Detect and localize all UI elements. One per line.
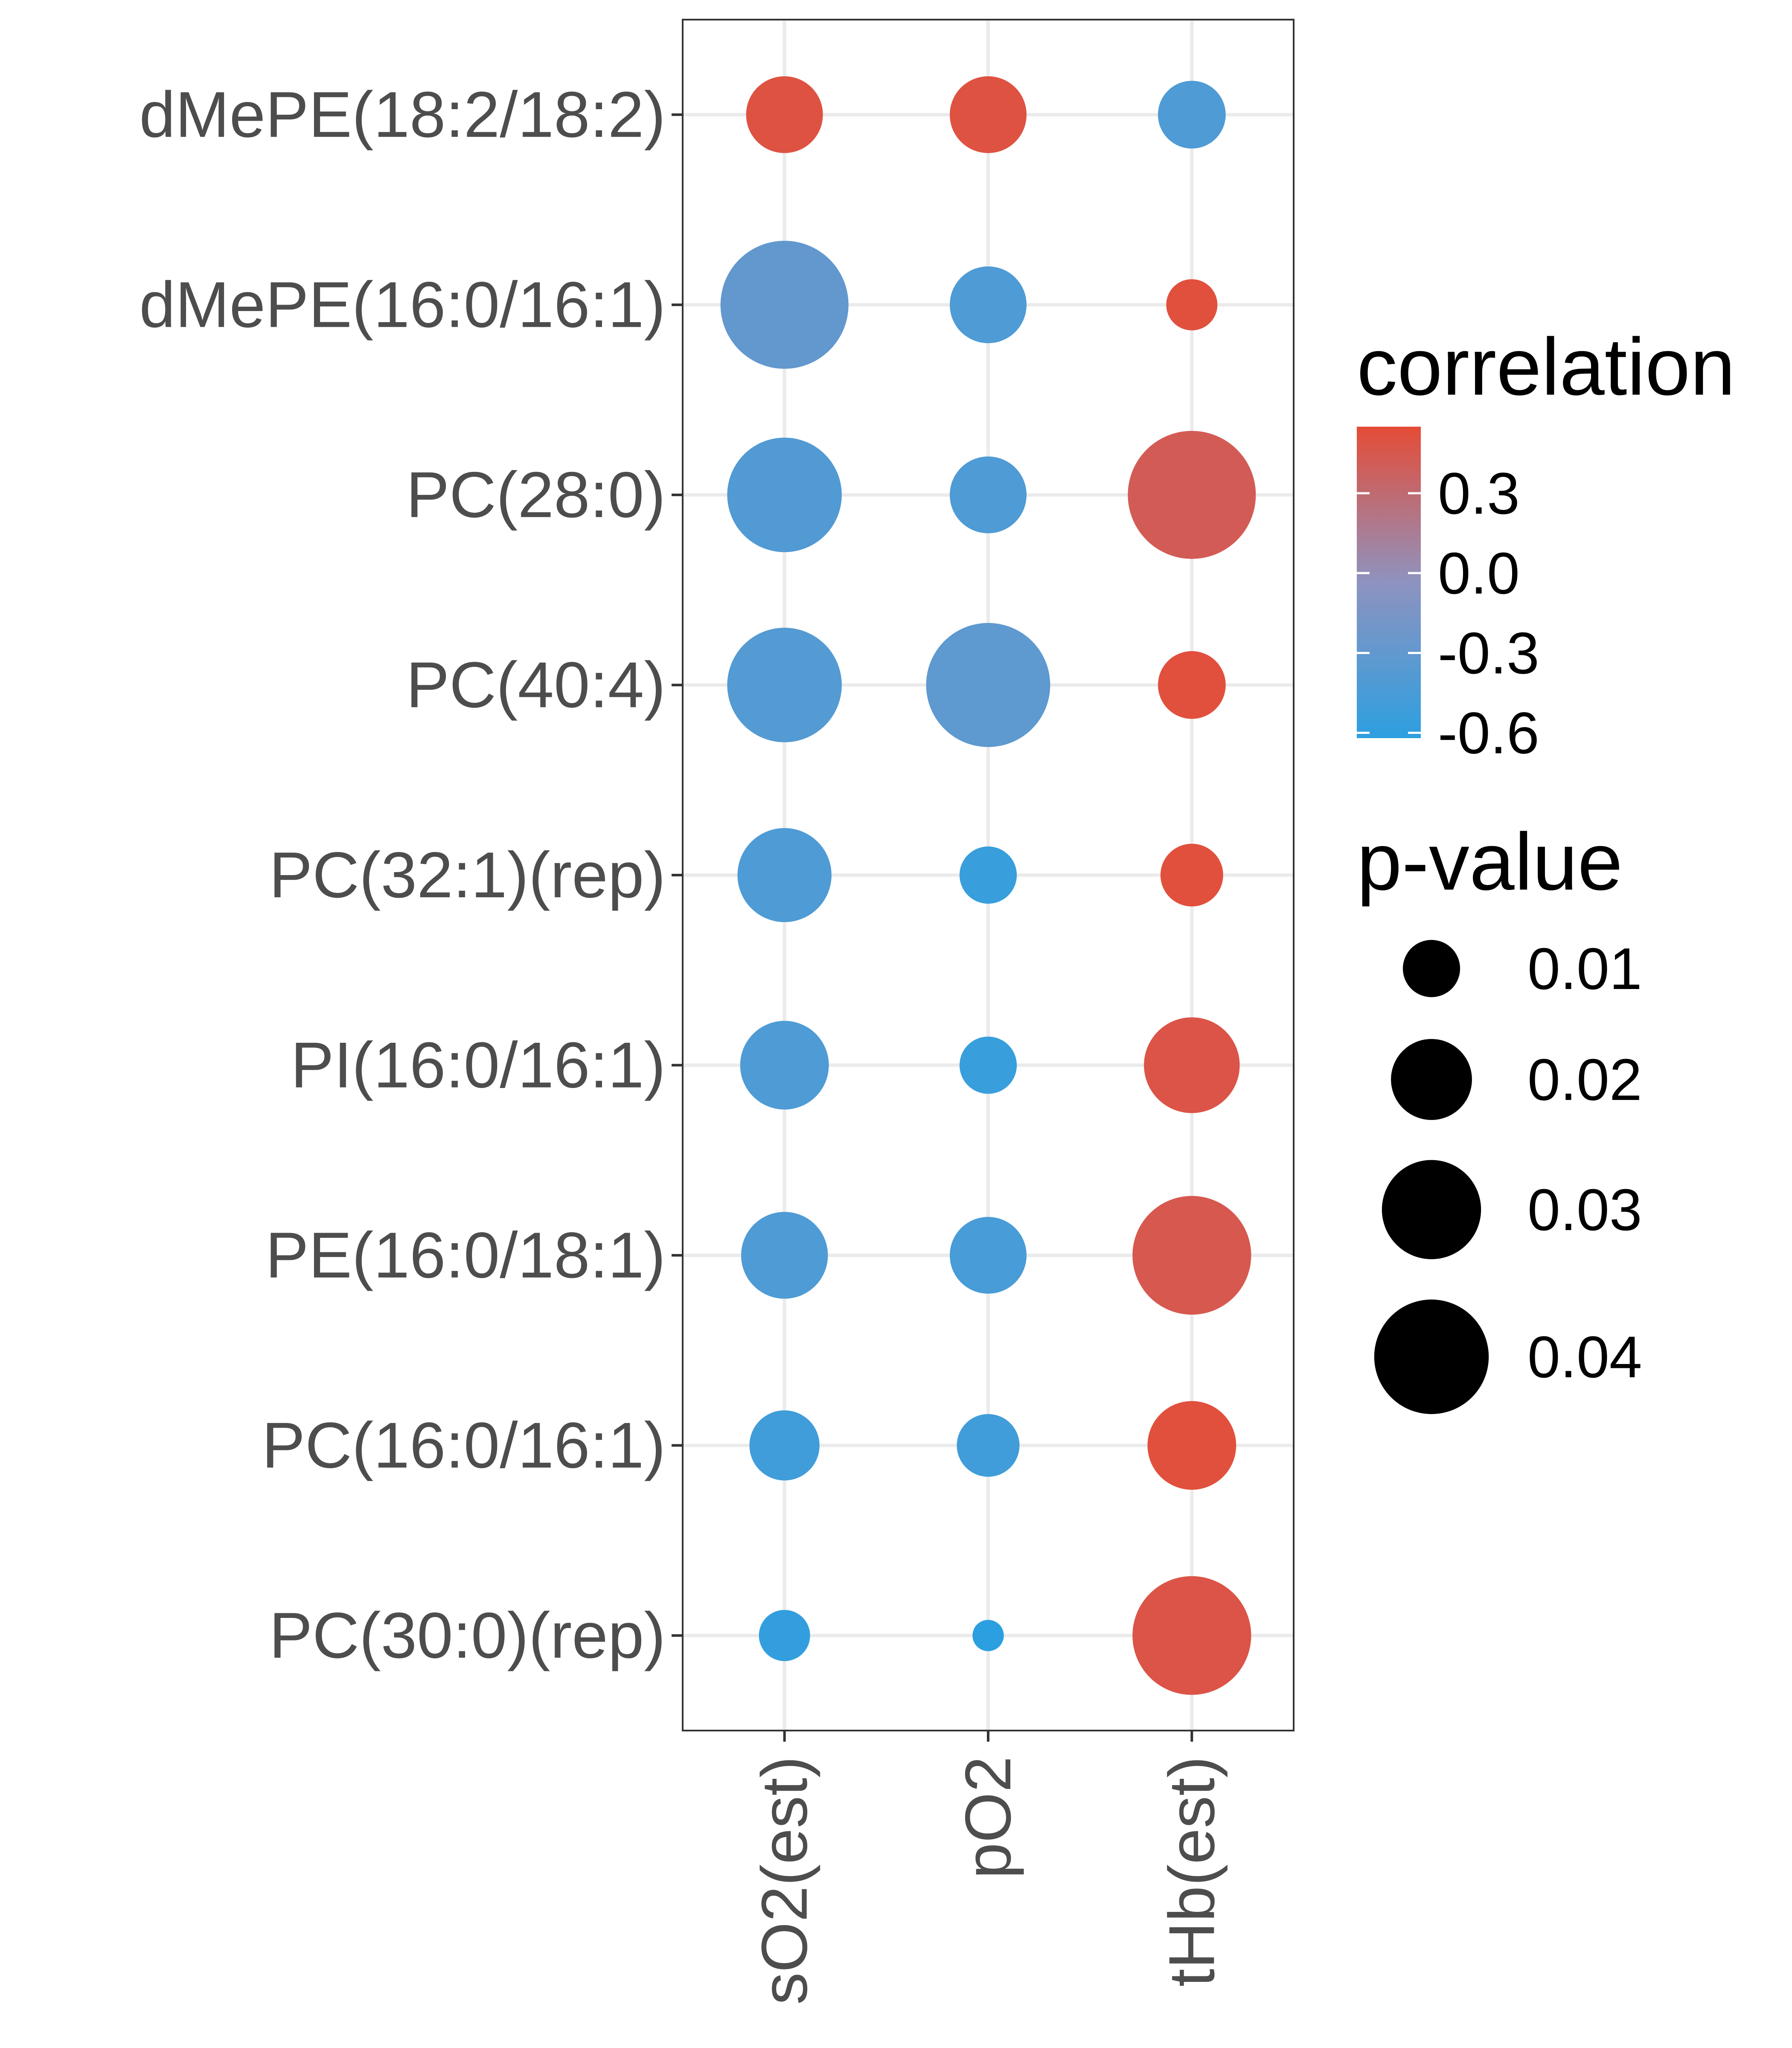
bubble-point [727,628,842,742]
bubble-point [759,1610,810,1661]
color-legend-title: correlation [1357,322,1735,412]
y-tick-label: PE(16:0/18:1) [265,1219,666,1292]
bubble-point [741,1212,828,1299]
size-legend-key [1402,940,1460,998]
bubble-point [727,437,842,553]
color-legend-bar [1357,427,1421,738]
color-legend-label: 0.0 [1438,541,1520,606]
x-tick-label: pO2 [952,1756,1024,1879]
size-legend-key [1382,1160,1481,1260]
bubble-point [1158,651,1226,719]
bubble-point [1166,279,1218,331]
size-legend-label: 0.03 [1527,1177,1642,1243]
y-tick-label: PC(32:1)(rep) [269,839,666,911]
size-legend-title: p-value [1357,817,1623,907]
x-tick-label: tHb(est) [1155,1756,1228,1987]
bubble-point [1147,1401,1236,1490]
color-legend-label: 0.3 [1438,461,1520,527]
bubble-point [1128,431,1256,559]
y-tick-label: PC(30:0)(rep) [269,1599,666,1672]
size-legend-label: 0.02 [1527,1047,1642,1113]
color-legend-label: -0.6 [1438,701,1539,766]
size-legend-label: 0.04 [1527,1324,1642,1390]
bubble-point [720,241,849,369]
size-legend-key [1374,1299,1489,1414]
size-legend-label: 0.01 [1527,936,1642,1002]
bubble-point [749,1410,820,1481]
y-tick-label: PC(40:4) [406,649,666,721]
bubble-point [746,76,823,153]
bubble-point [950,1217,1027,1294]
y-tick-label: dMePE(18:2/18:2) [139,79,666,151]
bubble-point [950,266,1027,343]
bubble-point [950,76,1027,153]
bubble-point [1158,81,1226,149]
bubble-point [1132,1196,1251,1315]
y-tick-label: PC(28:0) [406,459,666,531]
bubble-point [926,623,1050,747]
bubble-point [972,1620,1004,1651]
bubble-point [959,846,1017,904]
bubble-point [737,828,832,922]
bubble-point [1132,1576,1251,1695]
bubble-point [1144,1017,1240,1113]
y-tick-label: dMePE(16:0/16:1) [139,268,666,341]
x-tick-label: sO2(est) [748,1756,821,2005]
bubble-point [957,1414,1020,1477]
bubble-point [1160,844,1223,907]
bubble-point [959,1036,1017,1094]
y-tick-label: PI(16:0/16:1) [291,1029,666,1102]
bubble-point [740,1021,829,1110]
color-legend-label: -0.3 [1438,620,1539,686]
bubble-point [950,456,1027,533]
size-legend-key [1391,1039,1472,1120]
y-tick-label: PC(16:0/16:1) [262,1409,666,1482]
